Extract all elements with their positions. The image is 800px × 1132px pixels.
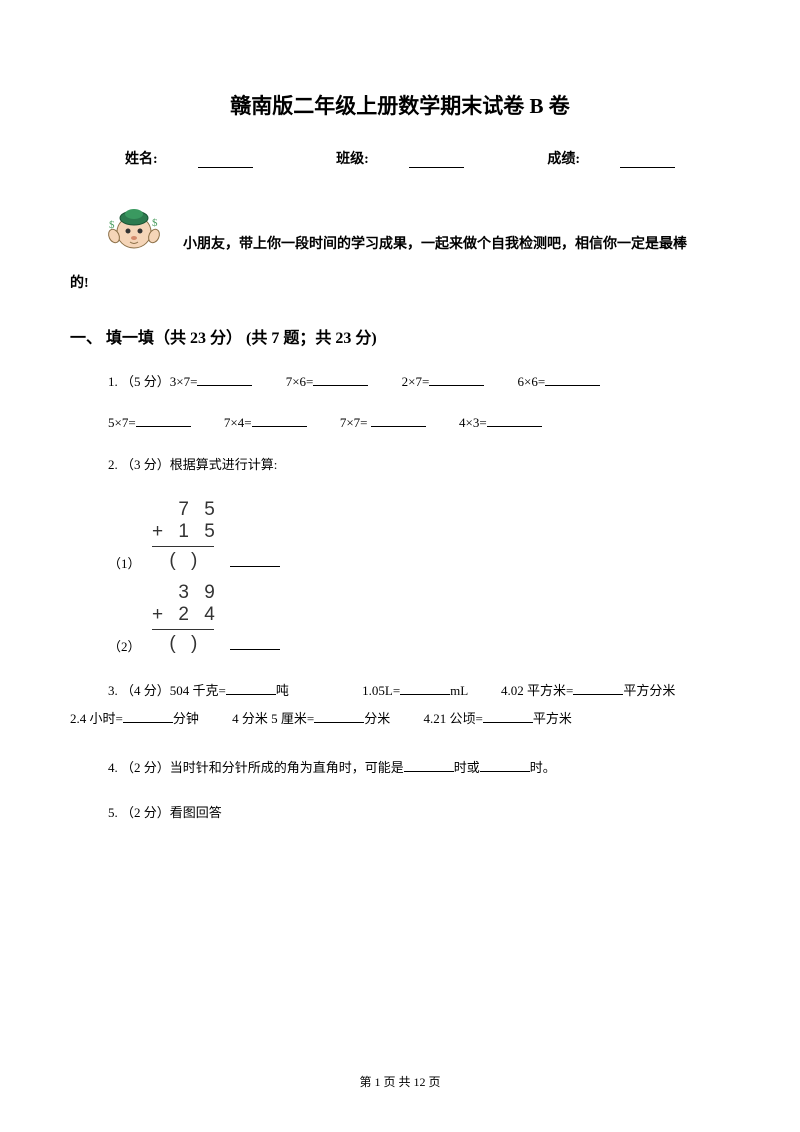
- class-blank[interactable]: [409, 154, 464, 168]
- q3-blank-2[interactable]: [400, 683, 450, 695]
- question-2: 2. （3 分）根据算式进行计算:: [108, 453, 730, 476]
- q2-calc-1: （1） 7 5 + 1 5 ( ): [108, 499, 730, 572]
- encouragement-text-1: 小朋友，带上你一段时间的学习成果，一起来做个自我检测吧，相信你一定是最棒: [183, 230, 687, 261]
- q3-blank-6[interactable]: [483, 711, 533, 723]
- q1-blank-1[interactable]: [197, 374, 252, 386]
- student-info-row: 姓名: 班级: 成绩:: [70, 148, 730, 168]
- question-1-line2: 5×7= 7×4= 7×7= 4×3=: [108, 415, 730, 431]
- page-title: 赣南版二年级上册数学期末试卷 B 卷: [70, 90, 730, 120]
- q1-blank-6[interactable]: [252, 415, 307, 427]
- question-5: 5. （2 分）看图回答: [108, 801, 730, 824]
- question-1: 1. （5 分）3×7= 7×6= 2×7= 6×6=: [108, 370, 730, 393]
- class-label: 班级:: [336, 152, 369, 167]
- q4-blank-1[interactable]: [404, 760, 454, 772]
- q1-blank-8[interactable]: [487, 415, 542, 427]
- q2-blank-2[interactable]: [230, 638, 280, 650]
- encouragement-text-2: 的!: [70, 269, 730, 300]
- name-blank[interactable]: [198, 154, 253, 168]
- question-3: 3. （4 分）504 千克=吨 1.05L=mL 4.02 平方米=平方分米 …: [70, 677, 730, 734]
- q2-blank-1[interactable]: [230, 555, 280, 567]
- svg-text:$: $: [152, 217, 158, 229]
- q1-blank-7[interactable]: [371, 415, 426, 427]
- q2-calc-2: （2） 3 9 + 2 4 ( ): [108, 582, 730, 655]
- q1-blank-5[interactable]: [136, 415, 191, 427]
- question-4: 4. （2 分）当时针和分针所成的角为直角时，可能是时或时。: [108, 756, 730, 779]
- svg-text:$: $: [109, 219, 115, 231]
- score-label: 成绩:: [547, 152, 580, 167]
- q3-blank-1[interactable]: [226, 683, 276, 695]
- q3-blank-5[interactable]: [314, 711, 364, 723]
- q3-blank-4[interactable]: [123, 711, 173, 723]
- score-blank[interactable]: [620, 154, 675, 168]
- q1-blank-2[interactable]: [313, 374, 368, 386]
- q4-blank-2[interactable]: [480, 760, 530, 772]
- section-1-header: 一、 填一填（共 23 分） (共 7 题；共 23 分): [70, 324, 730, 348]
- q1-blank-4[interactable]: [545, 374, 600, 386]
- name-label: 姓名:: [125, 152, 158, 167]
- page-footer: 第 1 页 共 12 页: [0, 1073, 800, 1090]
- mascot-icon: $ $: [100, 196, 165, 261]
- q1-blank-3[interactable]: [429, 374, 484, 386]
- q3-blank-3[interactable]: [573, 683, 623, 695]
